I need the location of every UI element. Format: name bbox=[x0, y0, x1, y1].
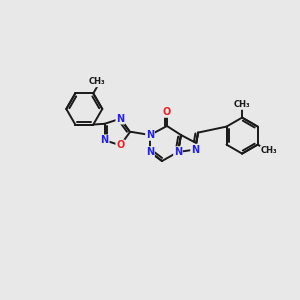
Text: N: N bbox=[146, 130, 154, 140]
Text: CH₃: CH₃ bbox=[261, 146, 278, 155]
Text: N: N bbox=[116, 114, 124, 124]
Text: N: N bbox=[146, 147, 154, 157]
Text: N: N bbox=[100, 135, 109, 145]
Text: CH₃: CH₃ bbox=[234, 100, 250, 109]
Text: O: O bbox=[163, 107, 171, 117]
Text: CH₃: CH₃ bbox=[89, 77, 106, 86]
Text: N: N bbox=[174, 147, 182, 157]
Text: N: N bbox=[191, 145, 199, 154]
Text: O: O bbox=[116, 140, 124, 150]
